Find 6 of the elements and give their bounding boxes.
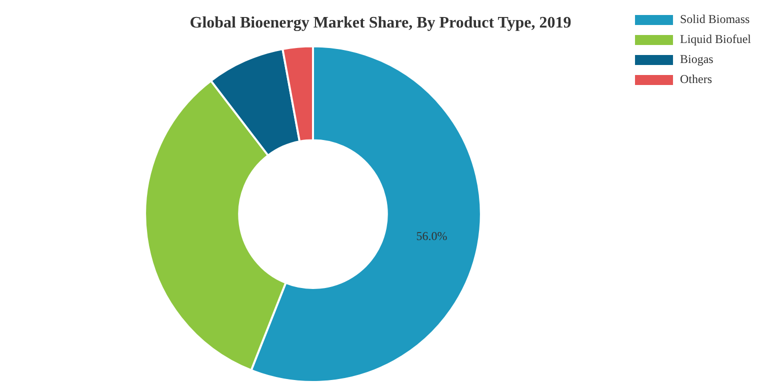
legend-label: Solid Biomass (680, 12, 750, 26)
data-label: 56.0% (416, 228, 448, 243)
legend-label: Others (680, 72, 712, 86)
legend-label: Liquid Biofuel (680, 32, 752, 46)
chart-title: Global Bioenergy Market Share, By Product Type, 2019 (190, 14, 572, 32)
legend-label: Biogas (680, 52, 714, 66)
